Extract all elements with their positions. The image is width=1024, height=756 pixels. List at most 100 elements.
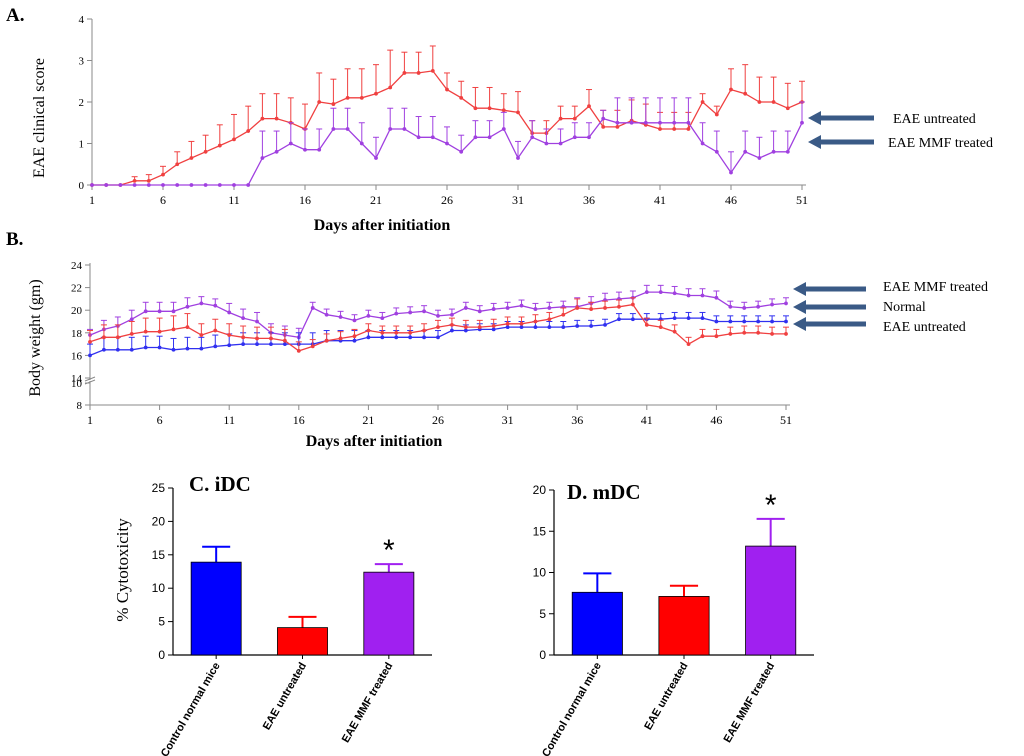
a-data-point xyxy=(615,120,620,125)
b-data-point xyxy=(394,330,399,335)
a-data-point xyxy=(359,141,364,146)
a-data-point xyxy=(572,116,577,121)
a-data-point xyxy=(771,149,776,154)
a-data-point xyxy=(345,127,350,131)
b-data-point xyxy=(199,333,204,337)
a-data-point xyxy=(601,116,606,121)
a-data-point xyxy=(487,106,492,111)
b-data-point xyxy=(143,329,148,334)
a-x-tick-label: 51 xyxy=(796,193,808,207)
a-data-point xyxy=(118,183,123,187)
b-data-point xyxy=(505,321,510,326)
b-x-tick-label: 6 xyxy=(157,413,163,427)
a-data-point xyxy=(317,100,322,104)
a-data-point xyxy=(288,141,293,146)
a-series-0 xyxy=(90,45,805,187)
a-data-point xyxy=(430,135,435,140)
a-data-point xyxy=(402,71,407,75)
a-data-point xyxy=(587,135,591,140)
a-data-point xyxy=(345,95,350,100)
b-data-point xyxy=(603,322,607,327)
panel-a-ylabel: EAE clinical score xyxy=(31,58,48,178)
a-data-point xyxy=(658,127,662,131)
b-x-tick-label: 16 xyxy=(293,413,305,427)
a-data-point xyxy=(487,135,492,140)
b-data-point xyxy=(658,325,663,330)
b-data-point xyxy=(589,324,594,328)
a-data-point xyxy=(274,149,279,154)
annotation-b-normal: Normal xyxy=(793,300,926,315)
b-data-point xyxy=(533,325,538,330)
a-data-point xyxy=(217,143,222,148)
d-y-tick-label: 5 xyxy=(539,607,546,621)
b-data-point xyxy=(394,335,399,340)
a-data-point xyxy=(615,125,620,129)
b-data-point xyxy=(742,330,747,335)
b-data-point xyxy=(157,309,162,314)
a-data-point xyxy=(374,156,378,160)
d-bar xyxy=(571,591,623,656)
b-data-point xyxy=(296,348,301,353)
b-series-2 xyxy=(87,297,789,353)
a-data-point xyxy=(544,141,549,146)
annotation-a-mmf: EAE MMF treated xyxy=(808,135,993,151)
b-data-point xyxy=(547,325,552,330)
b-data-point xyxy=(686,316,691,321)
b-y-tick-label: 22 xyxy=(71,283,82,295)
b-data-point xyxy=(477,309,482,314)
a-data-point xyxy=(331,102,336,106)
a-data-point xyxy=(501,108,506,113)
b-data-point xyxy=(756,319,761,324)
b-x-tick-label: 21 xyxy=(362,413,374,427)
panel-c-title: C. iDC xyxy=(189,472,251,496)
b-data-point xyxy=(380,335,385,340)
b-x-tick-label: 11 xyxy=(223,413,235,427)
a-data-point xyxy=(232,137,236,142)
b-data-point xyxy=(269,336,273,341)
b-data-point xyxy=(728,319,733,324)
a-data-point xyxy=(175,162,180,167)
d-category-label: Control normal mice xyxy=(540,661,604,756)
d-bar xyxy=(658,596,710,656)
a-data-point xyxy=(203,183,208,187)
b-data-point xyxy=(213,344,218,349)
b-y-tick-label: 18 xyxy=(71,328,83,340)
a-data-point xyxy=(516,156,520,160)
a-data-point xyxy=(530,135,535,140)
a-x-tick-label: 11 xyxy=(228,193,240,207)
b-data-point xyxy=(310,306,315,310)
b-data-point xyxy=(644,290,649,295)
a-x-tick-label: 21 xyxy=(370,193,382,207)
b-y-tick-label: 8 xyxy=(77,400,83,412)
a-data-point xyxy=(146,183,151,187)
b-data-point xyxy=(338,315,343,319)
panel-a-xlabel: Days after initiation xyxy=(314,217,451,234)
a-data-point xyxy=(743,149,748,154)
b-data-point xyxy=(436,313,440,318)
a-data-point xyxy=(146,178,151,183)
b-data-point xyxy=(366,328,371,333)
b-data-point xyxy=(672,291,677,296)
a-y-tick-label: 0 xyxy=(79,180,85,192)
b-data-point xyxy=(143,345,148,350)
b-data-point xyxy=(784,319,788,324)
b-data-point xyxy=(352,338,357,343)
b-axis-break-mark xyxy=(84,376,96,382)
b-data-point xyxy=(199,346,204,351)
b-data-point xyxy=(463,328,468,333)
b-data-point xyxy=(88,353,92,358)
a-data-point xyxy=(714,112,719,117)
b-data-point xyxy=(700,334,705,339)
a-y-tick-label: 4 xyxy=(79,14,85,26)
b-data-point xyxy=(157,345,162,350)
a-x-tick-label: 36 xyxy=(583,193,595,207)
c-y-tick-label: 20 xyxy=(152,514,166,528)
annotation-a-mmf-label: EAE MMF treated xyxy=(888,136,993,151)
b-data-point xyxy=(282,338,287,343)
b-data-point xyxy=(770,319,774,324)
b-data-point xyxy=(533,307,538,311)
c-y-tick-label: 0 xyxy=(158,648,165,662)
d-y-tick-label: 10 xyxy=(533,566,547,580)
b-data-point xyxy=(227,343,232,348)
b-data-point xyxy=(547,306,552,310)
